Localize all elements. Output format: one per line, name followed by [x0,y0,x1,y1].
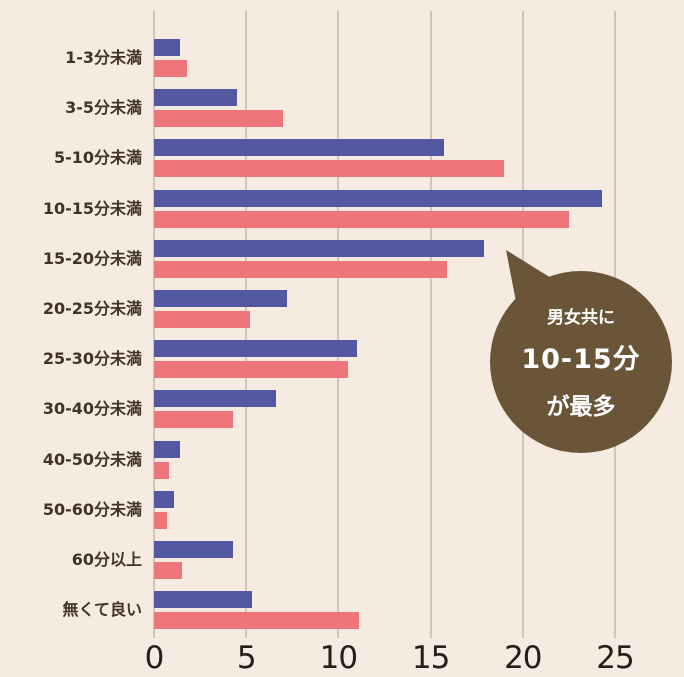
x-axis-tick-label-15: 15 [411,640,450,676]
category-label-11: 無くて良い [62,600,142,620]
bar-pink-10 [154,562,182,579]
bar-blue-10 [154,541,234,558]
bar-blue-6 [154,340,357,358]
category-label-3: 10-15分未満 [42,198,142,218]
gridline-15 [429,11,432,638]
category-label-10: 60分以上 [71,550,142,569]
bar-blue-8 [154,440,180,458]
bar-pink-5 [154,311,250,328]
annotation-speech-bubble: 男女共に 10-15分 が最多 [490,271,672,453]
x-axis-tick-label-5: 5 [236,640,257,676]
x-axis-tick-label-20: 20 [504,640,542,676]
bubble-line-2: 10-15分 [521,344,641,375]
category-label-6: 25-30分未満 [42,349,142,369]
category-label-1: 3-5分未満 [65,98,142,118]
gridline-10 [337,11,340,638]
bar-blue-4 [154,239,485,257]
category-label-4: 15-20分未満 [42,248,142,268]
x-axis-tick-label-0: 0 [144,640,165,676]
category-label-7: 30-40分未満 [42,399,142,419]
category-label-5: 20-25分未満 [42,299,142,318]
bar-blue-11 [154,591,252,609]
bar-blue-0 [154,39,180,56]
bar-pink-3 [154,210,569,228]
bar-blue-3 [154,189,603,207]
bubble-line-1: 男女共に [547,308,615,328]
category-label-2: 5-10分未満 [53,148,142,168]
category-label-8: 40-50分未満 [42,449,142,469]
bar-pink-4 [154,260,448,278]
bar-pink-9 [154,511,167,529]
bar-pink-0 [154,60,188,77]
bar-blue-9 [154,490,175,508]
category-label-0: 1-3分未満 [65,48,142,67]
bar-pink-6 [154,361,348,379]
bar-blue-7 [154,390,276,408]
bar-blue-2 [154,139,444,157]
bar-pink-7 [154,411,234,429]
category-label-9: 50-60分未満 [42,499,142,519]
bar-pink-2 [154,160,505,178]
bar-pink-1 [154,110,284,128]
bar-pink-8 [154,461,169,479]
x-axis-tick-label-10: 10 [319,640,358,676]
x-axis-tick-label-25: 25 [596,640,634,676]
bar-blue-1 [154,89,237,107]
bar-pink-11 [154,612,359,630]
bar-blue-5 [154,290,287,307]
bubble-line-3: が最多 [546,394,616,420]
